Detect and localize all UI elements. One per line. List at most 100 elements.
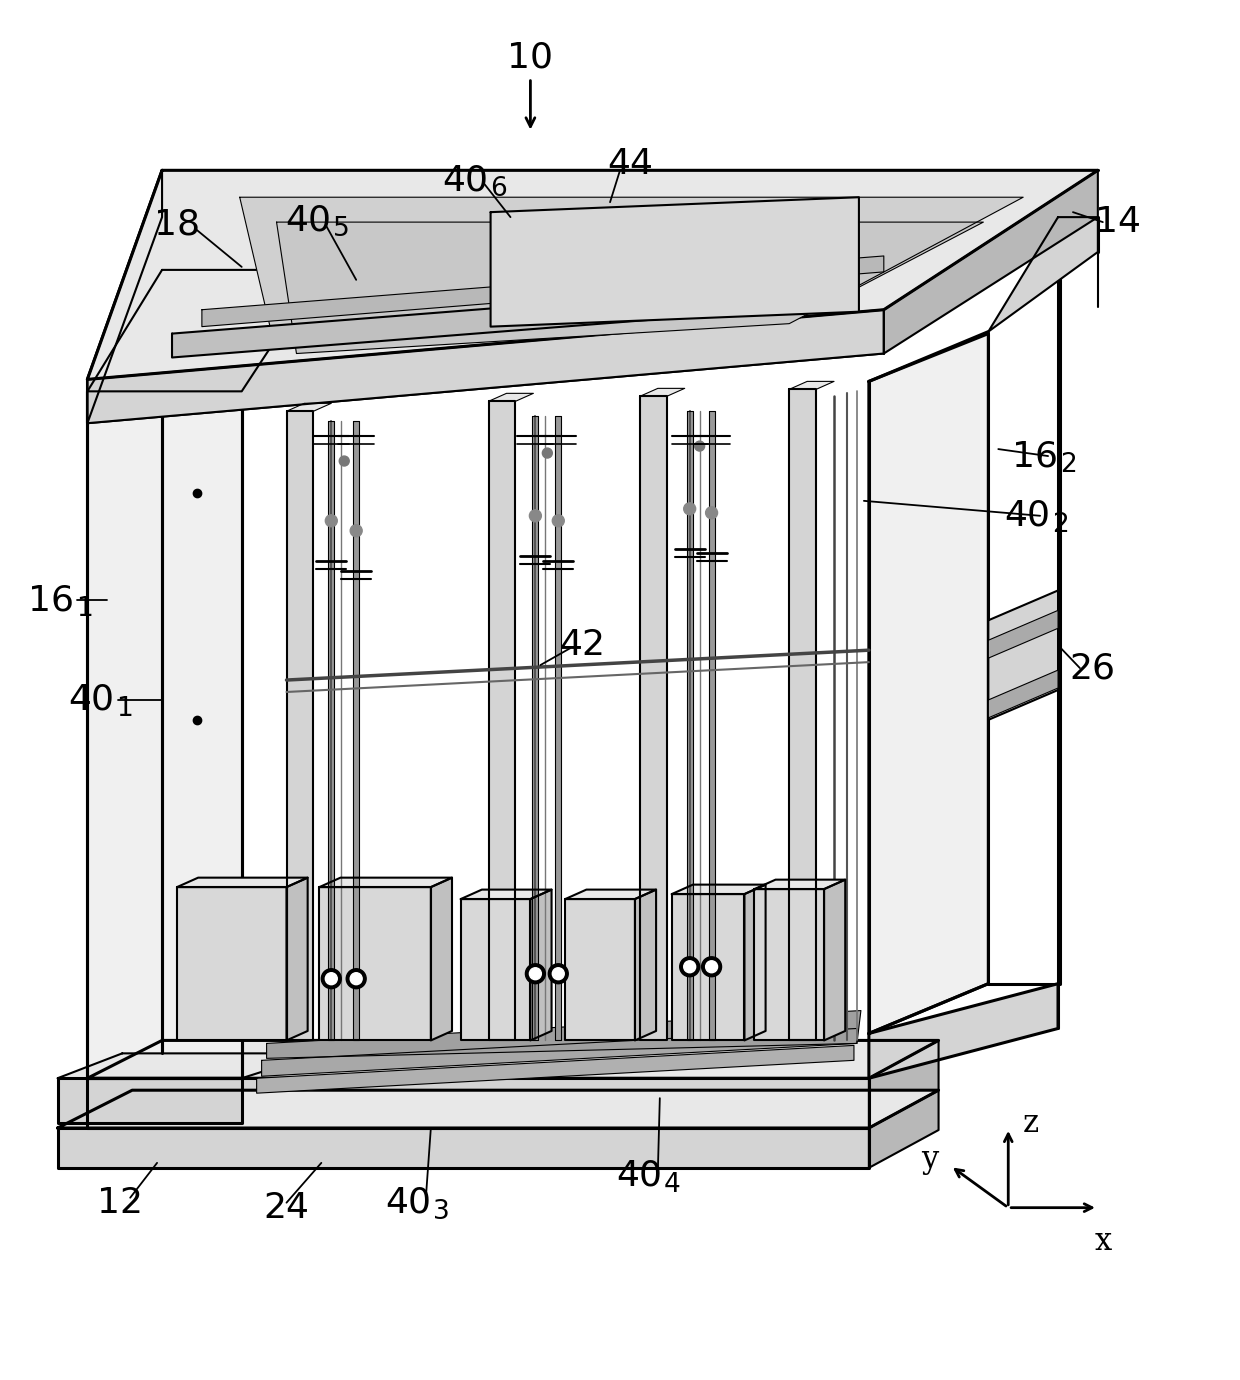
Text: 4: 4: [663, 1172, 681, 1198]
Polygon shape: [988, 591, 1058, 720]
Polygon shape: [87, 170, 1097, 380]
Polygon shape: [489, 402, 516, 1041]
Polygon shape: [239, 197, 1023, 342]
Text: 18: 18: [154, 207, 200, 242]
Circle shape: [526, 963, 546, 984]
Polygon shape: [635, 890, 656, 1041]
Text: 16: 16: [1012, 439, 1058, 473]
Text: 12: 12: [97, 1185, 144, 1220]
Text: 40: 40: [1004, 498, 1050, 533]
Text: 24: 24: [264, 1191, 310, 1224]
Polygon shape: [286, 878, 308, 1041]
Circle shape: [706, 960, 718, 973]
Text: 40: 40: [616, 1159, 662, 1192]
Polygon shape: [57, 1127, 869, 1167]
Polygon shape: [461, 890, 552, 898]
Polygon shape: [556, 417, 562, 1041]
Circle shape: [350, 973, 362, 985]
Polygon shape: [353, 421, 360, 1041]
Polygon shape: [789, 381, 835, 389]
Polygon shape: [329, 421, 335, 1041]
Polygon shape: [430, 878, 453, 1041]
Polygon shape: [87, 309, 884, 424]
Polygon shape: [754, 879, 846, 889]
Text: 2: 2: [1052, 512, 1069, 538]
Polygon shape: [565, 898, 635, 1041]
Circle shape: [683, 502, 696, 515]
Circle shape: [529, 967, 542, 980]
Text: y: y: [921, 1144, 939, 1176]
Text: 40: 40: [443, 163, 489, 197]
Text: z: z: [1023, 1108, 1039, 1138]
Polygon shape: [177, 878, 308, 887]
Text: 5: 5: [334, 217, 350, 241]
Circle shape: [706, 506, 718, 519]
Circle shape: [542, 448, 552, 458]
Polygon shape: [277, 222, 983, 353]
Polygon shape: [320, 878, 453, 887]
Polygon shape: [754, 889, 825, 1041]
Polygon shape: [491, 197, 859, 327]
Circle shape: [683, 960, 696, 973]
Circle shape: [702, 956, 722, 977]
Polygon shape: [988, 217, 1097, 331]
Text: 40: 40: [384, 1185, 430, 1220]
Circle shape: [325, 973, 337, 985]
Polygon shape: [988, 671, 1058, 718]
Circle shape: [552, 967, 564, 980]
Circle shape: [325, 515, 337, 527]
Polygon shape: [640, 388, 684, 396]
Polygon shape: [884, 170, 1097, 353]
Text: 44: 44: [606, 148, 653, 181]
Polygon shape: [708, 411, 714, 1041]
Polygon shape: [87, 1041, 939, 1078]
Polygon shape: [87, 1078, 869, 1127]
Text: 42: 42: [559, 628, 605, 662]
Text: 40: 40: [68, 683, 114, 718]
Polygon shape: [286, 411, 314, 1041]
Circle shape: [694, 442, 704, 451]
Polygon shape: [177, 887, 286, 1041]
Polygon shape: [532, 417, 538, 1041]
Polygon shape: [869, 1090, 939, 1167]
Polygon shape: [687, 411, 693, 1041]
Polygon shape: [57, 1053, 320, 1078]
Polygon shape: [672, 885, 765, 894]
Circle shape: [340, 455, 350, 466]
Text: 3: 3: [433, 1199, 450, 1225]
Polygon shape: [461, 898, 531, 1041]
Circle shape: [346, 969, 366, 988]
Text: 14: 14: [1095, 206, 1141, 239]
Polygon shape: [672, 894, 744, 1041]
Polygon shape: [531, 890, 552, 1041]
Polygon shape: [489, 393, 533, 402]
Polygon shape: [565, 890, 656, 898]
Polygon shape: [262, 1028, 857, 1076]
Circle shape: [350, 524, 362, 537]
Text: 40: 40: [285, 203, 331, 237]
Circle shape: [321, 969, 341, 988]
Polygon shape: [57, 1090, 939, 1127]
Text: 10: 10: [507, 41, 553, 75]
Polygon shape: [789, 389, 816, 1041]
Polygon shape: [57, 1078, 242, 1123]
Polygon shape: [202, 255, 884, 327]
Polygon shape: [869, 331, 988, 1034]
Text: 2: 2: [1060, 453, 1076, 477]
Polygon shape: [988, 610, 1058, 658]
Circle shape: [552, 515, 564, 527]
Polygon shape: [744, 885, 765, 1041]
Polygon shape: [172, 280, 854, 357]
Text: 1: 1: [117, 696, 133, 722]
Text: 1: 1: [77, 596, 93, 622]
Polygon shape: [87, 270, 321, 392]
Text: x: x: [1094, 1225, 1111, 1257]
Polygon shape: [257, 1046, 854, 1093]
Polygon shape: [320, 887, 430, 1041]
Circle shape: [548, 963, 568, 984]
Polygon shape: [825, 879, 846, 1041]
Polygon shape: [640, 396, 667, 1041]
Polygon shape: [267, 1010, 861, 1058]
Polygon shape: [87, 170, 162, 424]
Text: 6: 6: [491, 177, 507, 203]
